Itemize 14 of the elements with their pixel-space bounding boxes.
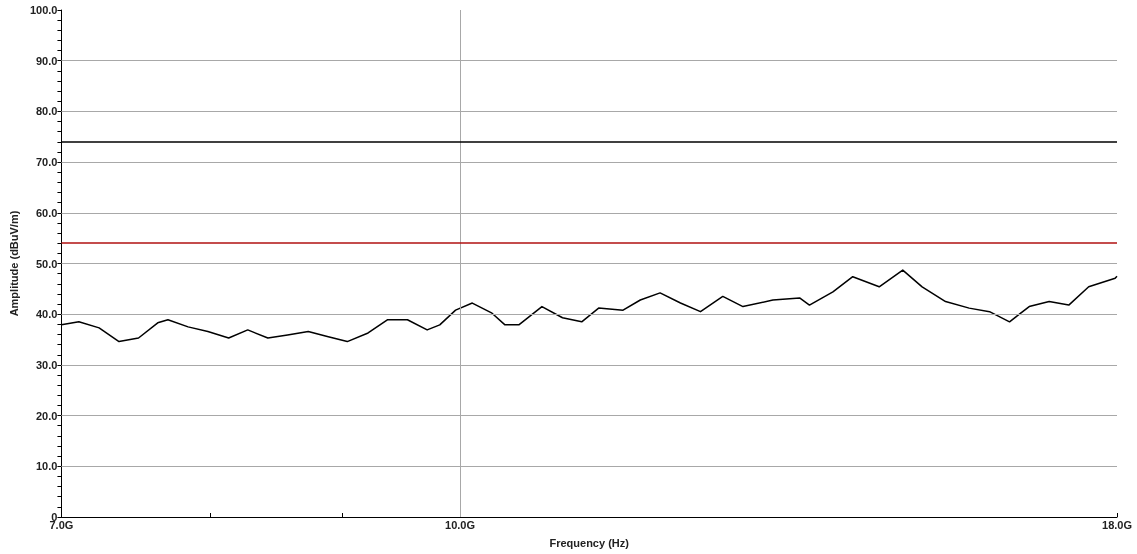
y-axis-title: Amplitude (dBuV/m) (7, 210, 20, 317)
y-tick-label: 60.0 (36, 206, 58, 219)
y-tick-label: 20.0 (36, 409, 58, 422)
x-tick-label: 18.0G (1102, 518, 1132, 531)
x-axis-title: Frequency (Hz) (549, 536, 630, 549)
y-tick-label: 90.0 (36, 54, 58, 67)
x-tick-label: 10.0G (445, 518, 476, 531)
y-tick-label: 40.0 (36, 308, 58, 321)
y-tick-label: 70.0 (36, 156, 58, 169)
y-tick-label: 80.0 (36, 105, 58, 118)
y-tick-label: 30.0 (36, 358, 58, 371)
y-tick-label: 100.0 (29, 4, 58, 16)
y-tick-label: 10.0 (36, 460, 58, 473)
y-tick-label: 50.0 (36, 257, 58, 270)
